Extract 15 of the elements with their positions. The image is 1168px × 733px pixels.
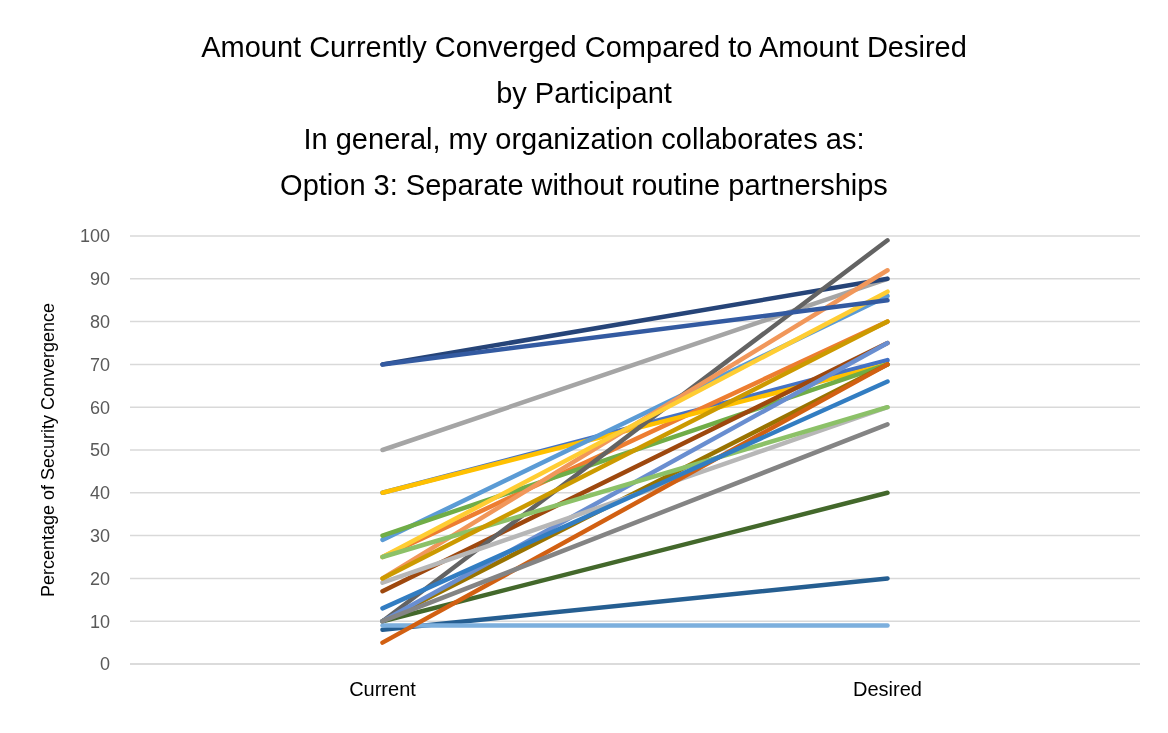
x-tick-label: Current xyxy=(349,678,417,701)
y-tick-label: 70 xyxy=(89,354,110,375)
y-tick-label: 90 xyxy=(89,269,110,290)
y-tick-label: 0 xyxy=(99,654,110,675)
y-axis-title: Percentage of Security Convergence xyxy=(38,302,59,598)
y-tick-label: 60 xyxy=(89,397,110,418)
y-tick-label: 80 xyxy=(89,311,110,332)
y-tick-label: 100 xyxy=(79,226,110,247)
y-tick-label: 10 xyxy=(89,611,110,632)
x-tick-label: Desired xyxy=(853,678,922,701)
y-tick-label: 20 xyxy=(89,568,110,589)
y-tick-label: 30 xyxy=(89,525,110,546)
y-tick-label: 50 xyxy=(89,440,110,461)
y-tick-label: 40 xyxy=(89,483,110,504)
chart-title: Amount Currently Converged Compared to Amount Desired by Participant In general, my organization collaborates as: Option 3: Separate without routine partnerships xyxy=(200,30,968,203)
